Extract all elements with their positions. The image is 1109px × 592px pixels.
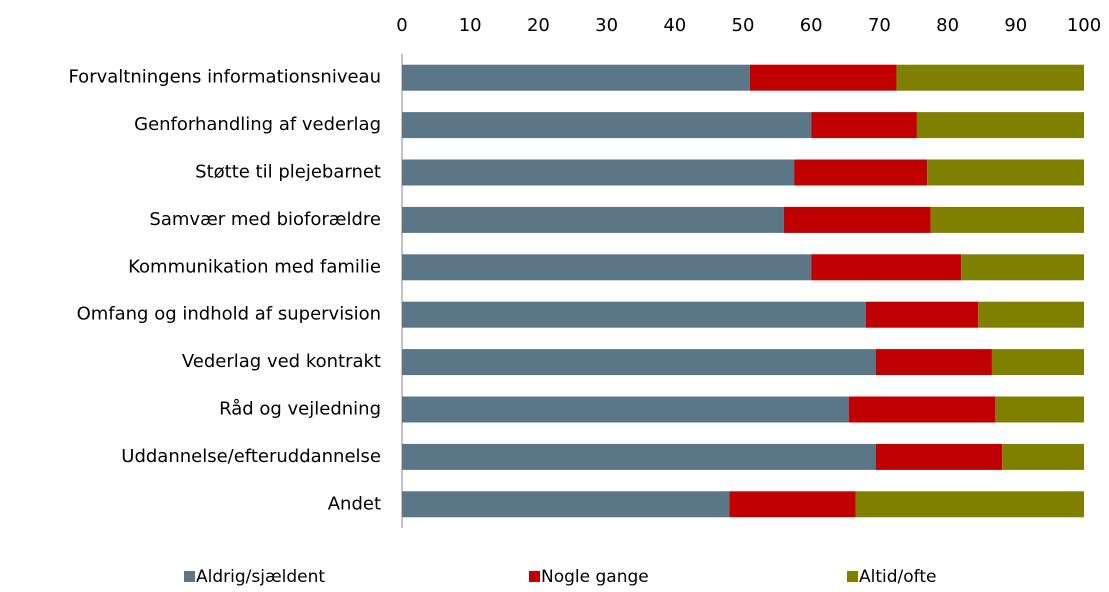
bar-segment <box>402 206 784 233</box>
bar-segment <box>865 301 979 328</box>
bar-segment <box>995 396 1084 423</box>
bar-segment <box>848 396 996 423</box>
bar-segment <box>1002 443 1084 470</box>
bar-segment <box>402 159 795 186</box>
bar-segment <box>896 64 1084 91</box>
y-tick-label: Kommunikation med familie <box>128 256 381 277</box>
bar-segment <box>402 396 849 423</box>
bar-segment <box>402 443 876 470</box>
bar-segment <box>794 159 928 186</box>
x-tick-label: 40 <box>663 15 686 36</box>
bar-segment <box>402 491 730 518</box>
bar-segment <box>991 349 1084 376</box>
bar-segment <box>749 64 897 91</box>
x-tick-label: 50 <box>732 15 755 36</box>
bar-segment <box>930 206 1084 233</box>
bar-segment <box>402 254 812 281</box>
bar-segment <box>961 254 1084 281</box>
bar-segment <box>402 349 876 376</box>
bar-segment <box>811 112 917 139</box>
bar-segment <box>978 301 1084 328</box>
legend-swatch <box>184 571 195 582</box>
legend-label: Altid/ofte <box>859 567 936 587</box>
legend-label: Aldrig/sjældent <box>196 567 325 587</box>
y-tick-label: Forvaltningens informationsniveau <box>68 67 381 88</box>
bar-segment <box>875 443 1003 470</box>
x-tick-label: 20 <box>527 15 550 36</box>
y-tick-label: Genforhandling af vederlag <box>134 114 381 135</box>
x-tick-label: 60 <box>800 15 823 36</box>
y-tick-label: Samvær med bioforældre <box>149 209 381 230</box>
bar-segment <box>402 112 812 139</box>
legend-swatch <box>847 571 858 582</box>
bar-segment <box>811 254 962 281</box>
x-tick-label: 30 <box>595 15 618 36</box>
x-tick-label: 100 <box>1067 15 1101 36</box>
x-tick-label: 90 <box>1004 15 1027 36</box>
y-tick-label: Andet <box>328 493 381 514</box>
y-tick-label: Råd og vejledning <box>219 399 381 420</box>
y-tick-label: Vederlag ved kontrakt <box>182 351 381 372</box>
x-tick-label: 0 <box>396 15 407 36</box>
bar-segment <box>729 491 856 518</box>
bar-segment <box>783 206 931 233</box>
bar-segment <box>402 64 750 91</box>
bar-segment <box>927 159 1084 186</box>
y-tick-label: Støtte til plejebarnet <box>195 162 381 183</box>
bar-segment <box>916 112 1084 139</box>
bar-segment <box>855 491 1084 518</box>
bar-segment <box>402 301 866 328</box>
legend-label: Nogle gange <box>541 567 649 587</box>
y-tick-label: Omfang og indhold af supervision <box>77 304 381 325</box>
x-tick-label: 70 <box>868 15 891 36</box>
bar-segment <box>875 349 992 376</box>
x-tick-label: 10 <box>459 15 482 36</box>
x-tick-label: 80 <box>936 15 959 36</box>
y-tick-label: Uddannelse/efteruddannelse <box>121 446 381 467</box>
legend-swatch <box>529 571 540 582</box>
